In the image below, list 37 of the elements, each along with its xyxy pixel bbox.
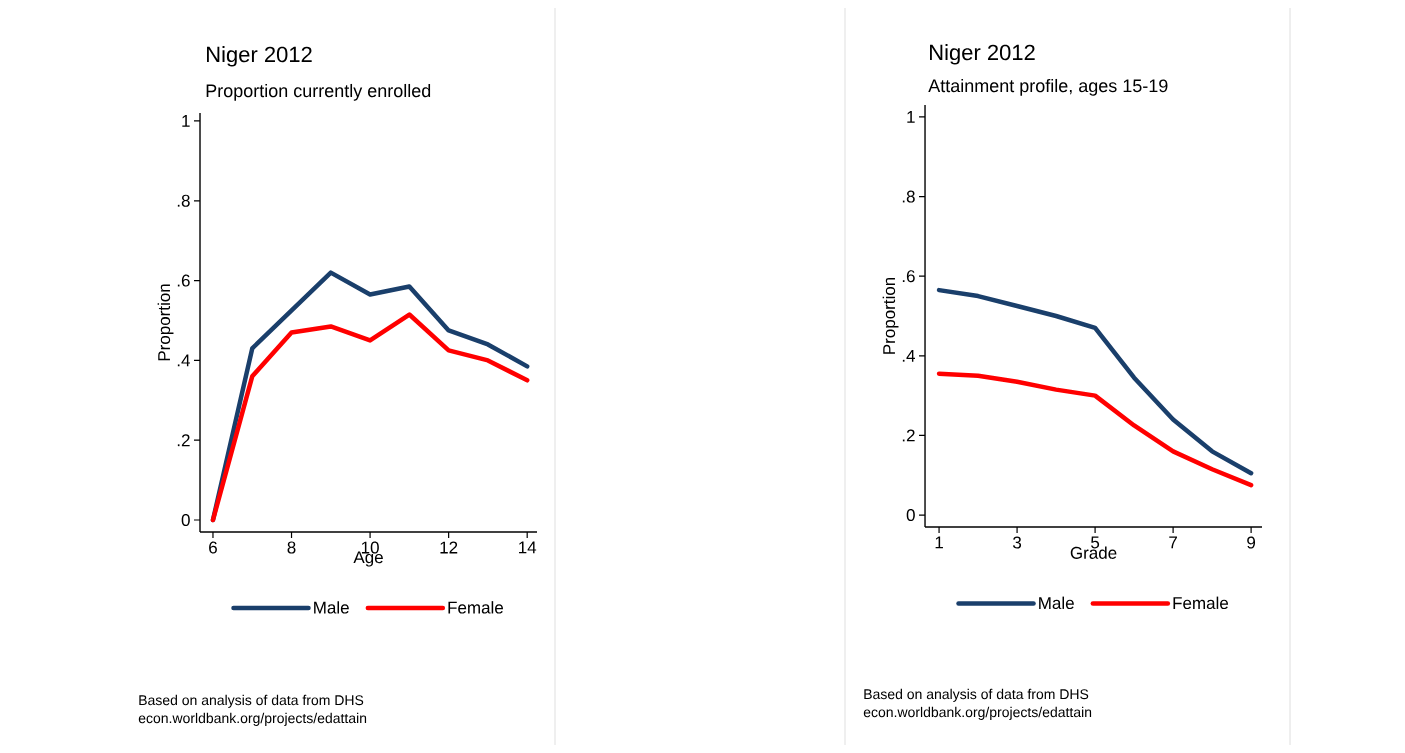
y-tick-label: 1 [182,115,190,127]
y-tick-label: .6 [902,270,915,283]
y-tick-label: 0 [906,509,915,522]
text: Based on analysis of data from DHS [864,688,1089,702]
text: Based on analysis of data from DHS [139,694,364,708]
y-tick-label: 1 [907,111,915,123]
x-tick-label: 1 [935,536,943,549]
text: econ.worldbank.org/projects/edattain [138,712,367,726]
y-axis-title: Proportion [882,277,899,354]
legend-label: Female [448,601,504,614]
line-series [936,287,1254,476]
y-tick-label: .8 [177,194,190,207]
legend-label: Male [1039,596,1074,610]
y-axis-title: Proportion [157,284,174,361]
x-tick-label: 6 [209,541,217,554]
y-tick-label: .8 [902,190,915,203]
chart-subtitle: Proportion currently enrolled [206,83,431,101]
x-tick-label: 12 [440,541,458,554]
x-tick-label: 9 [1247,536,1256,549]
y-tick-label: .4 [902,349,915,362]
legend-label: Female [1173,596,1229,610]
y-tick-label: 0 [181,514,190,527]
y-tick-label: .6 [177,274,190,287]
line-series [210,312,530,523]
x-tick-label: 14 [519,541,537,554]
chart-title: Niger 2012 [207,46,312,67]
y-tick-label: .2 [902,429,915,442]
chart-subtitle: Attainment profile, ages 15-19 [928,78,1168,96]
y-tick-label: .2 [177,434,190,447]
legend-label: Male [314,601,349,614]
chart-title: Niger 2012 [930,44,1035,65]
x-tick-label: 7 [1169,536,1177,549]
y-tick-label: .4 [177,354,190,367]
x-tick-label: 8 [287,541,296,554]
x-tick-label: 3 [1012,536,1022,549]
text: econ.worldbank.org/projects/edattain [863,706,1092,720]
line-series [936,371,1254,488]
